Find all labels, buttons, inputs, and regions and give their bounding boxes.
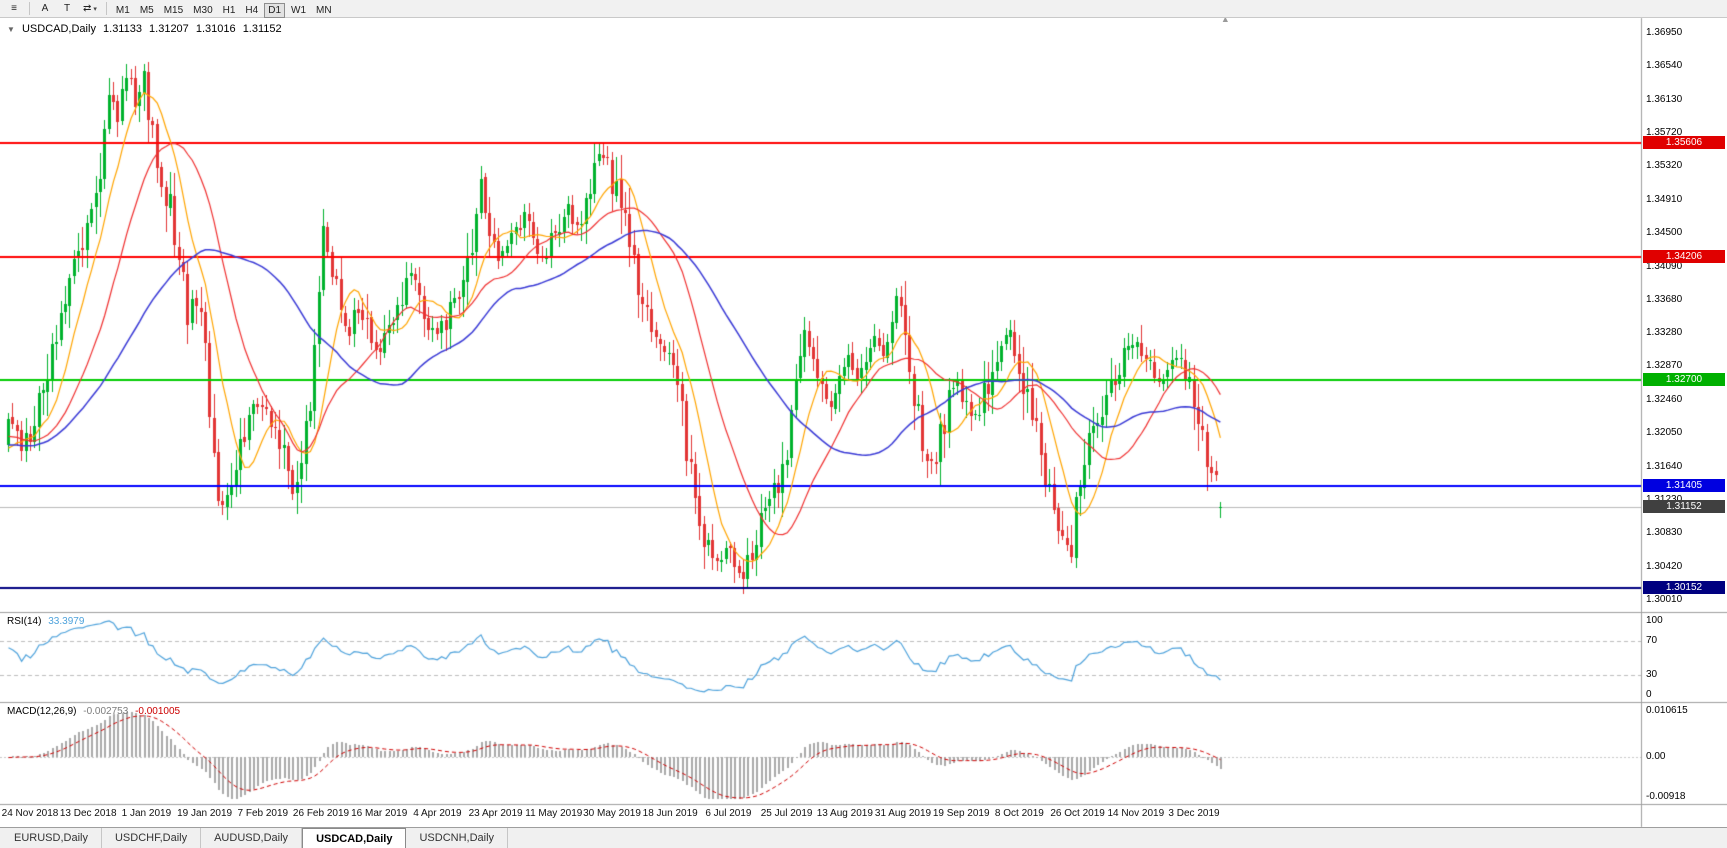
price-axis-tick: 1.36950	[1646, 27, 1683, 38]
date-axis-label: 11 May 2019	[525, 808, 583, 819]
level-price-badge: 1.32700	[1643, 373, 1725, 387]
rsi-name: RSI(14)	[7, 616, 42, 627]
date-axis-label: 3 Dec 2019	[1168, 808, 1220, 819]
chart-legend: ▼ USDCAD,Daily 1.31133 1.31207 1.31016 1…	[7, 23, 286, 35]
date-axis-label: 16 Mar 2019	[351, 808, 408, 819]
date-axis-label: 7 Feb 2019	[237, 808, 289, 819]
rsi-axis-tick: 0	[1646, 689, 1652, 700]
price-axis-tick: 1.30010	[1646, 594, 1683, 605]
timeframe-button-M5[interactable]: M5	[136, 3, 158, 18]
price-axis-tick: 1.35320	[1646, 160, 1683, 172]
rsi-axis-tick: 100	[1646, 615, 1663, 626]
date-axis-label: 4 Apr 2019	[413, 808, 462, 819]
date-axis-label: 23 Apr 2019	[468, 808, 523, 819]
chart-tab-usdchf[interactable]: USDCHF,Daily	[102, 828, 202, 848]
collapse-arrow-icon: ▼	[7, 25, 15, 34]
rsi-label: RSI(14) 33.3979	[7, 616, 84, 627]
price-axis-tick: 1.30830	[1646, 527, 1683, 538]
price-axis-tick: 1.33280	[1646, 326, 1683, 338]
macd-label: MACD(12,26,9) -0.002753 -0.001005	[7, 706, 180, 717]
date-axis-label: 19 Jan 2019	[177, 808, 233, 819]
rsi-value: 33.3979	[48, 616, 85, 627]
price-axis-tick: 1.34090	[1646, 260, 1683, 272]
macd-main-value: -0.002753	[83, 706, 129, 717]
chart-tab-eurusd[interactable]: EURUSD,Daily	[1, 828, 102, 848]
chart-shift-marker: ▲	[1220, 14, 1230, 24]
date-axis-label: 24 Nov 2018	[1, 808, 59, 819]
toolbar: ≡ A T ⇄ ▾ M1 M5 M15 M30 H1 H4 D1 W1 MN	[0, 0, 1727, 18]
chart-tab-usdcnh[interactable]: USDCNH,Daily	[406, 828, 509, 848]
timeframe-button-M15[interactable]: M15	[160, 3, 187, 18]
timeframe-button-D1[interactable]: D1	[264, 2, 286, 18]
price-axis-tick: 1.32050	[1646, 427, 1683, 439]
legend-low: 1.31016	[195, 23, 236, 35]
date-axis-label: 31 Aug 2019	[874, 808, 932, 819]
timeframe-button-M30[interactable]: M30	[189, 3, 216, 18]
price-axis-tick: 1.31640	[1646, 460, 1683, 472]
price-axis-tick: 1.35720	[1646, 127, 1683, 139]
macd-axis-tick: -0.00918	[1646, 791, 1686, 802]
cursor-mode-dropdown[interactable]: ⇄ ▾	[79, 1, 101, 16]
current-price-badge: 1.31152	[1643, 499, 1725, 513]
date-axis-label: 8 Oct 2019	[994, 808, 1044, 819]
legend-open: 1.31133	[103, 23, 142, 35]
timeframe-button-M1[interactable]: M1	[112, 3, 134, 18]
price-axis-tick: 1.34500	[1646, 227, 1683, 239]
price-axis-tick: 1.34910	[1646, 193, 1683, 205]
date-axis-label: 1 Jan 2019	[121, 808, 172, 819]
timeframe-button-W1[interactable]: W1	[287, 3, 310, 18]
level-price-badge: 1.31405	[1643, 479, 1725, 493]
date-axis-label: 25 Jul 2019	[760, 808, 813, 819]
charts-list-button[interactable]: ≡	[4, 1, 24, 16]
macd-axis-tick: 0.010615	[1646, 705, 1688, 716]
price-axis-tick: 1.30420	[1646, 560, 1683, 572]
chart-tab-usdcad[interactable]: USDCAD,Daily	[302, 828, 407, 848]
legend-high: 1.31207	[149, 23, 189, 35]
price-axis-tick: 1.33680	[1646, 294, 1683, 306]
chevron-down-icon: ▾	[93, 5, 97, 13]
date-axis-label: 19 Sep 2019	[932, 808, 990, 819]
rsi-axis-tick: 70	[1646, 634, 1658, 646]
price-axis-tick: 1.36130	[1646, 93, 1683, 105]
legend-symbol: USDCAD,Daily	[21, 23, 96, 35]
date-axis-label: 26 Feb 2019	[292, 808, 350, 819]
timeframe-button-H1[interactable]: H1	[219, 3, 240, 18]
legend-close: 1.31152	[242, 23, 282, 35]
date-axis-label: 14 Nov 2019	[1107, 808, 1165, 819]
level-price-badge: 1.34206	[1643, 250, 1725, 264]
date-axis-label: 6 Jul 2019	[705, 808, 752, 819]
date-axis-label: 13 Aug 2019	[816, 808, 873, 819]
toolbar-separator	[105, 2, 107, 15]
date-axis-label: 18 Jun 2019	[642, 808, 698, 819]
rsi-axis-tick: 30	[1646, 668, 1658, 680]
text-tool-button[interactable]: T	[57, 1, 77, 16]
price-axis-tick: 1.32870	[1646, 360, 1683, 372]
chart-tab-audusd[interactable]: AUDUSD,Daily	[201, 828, 303, 848]
toolbar-separator	[29, 2, 30, 15]
date-axis-label: 13 Dec 2018	[59, 808, 117, 819]
chart-tab-bar: EURUSD,Daily USDCHF,Daily AUDUSD,Daily USDC…	[0, 827, 1727, 848]
level-price-badge: 1.30152	[1643, 581, 1725, 595]
macd-name: MACD(12,26,9)	[7, 706, 77, 717]
level-price-badge: 1.35606	[1643, 135, 1725, 149]
price-axis-tick: 1.36540	[1646, 60, 1683, 72]
timeframe-button-group: M1 M5 M15 M30 H1 H4 D1 W1 MN	[111, 0, 337, 18]
price-axis-tick: 1.32460	[1646, 393, 1683, 405]
date-axis-label: 26 Oct 2019	[1050, 808, 1105, 819]
date-axis-label: 30 May 2019	[583, 808, 641, 819]
macd-signal-value: -0.001005	[135, 706, 181, 717]
timeframe-button-MN[interactable]: MN	[312, 3, 336, 18]
annotate-letter-button[interactable]: A	[35, 1, 55, 16]
cursor-arrows-icon: ⇄	[83, 3, 92, 14]
timeframe-button-H4[interactable]: H4	[241, 3, 262, 18]
macd-axis-tick: 0.00	[1646, 751, 1666, 763]
